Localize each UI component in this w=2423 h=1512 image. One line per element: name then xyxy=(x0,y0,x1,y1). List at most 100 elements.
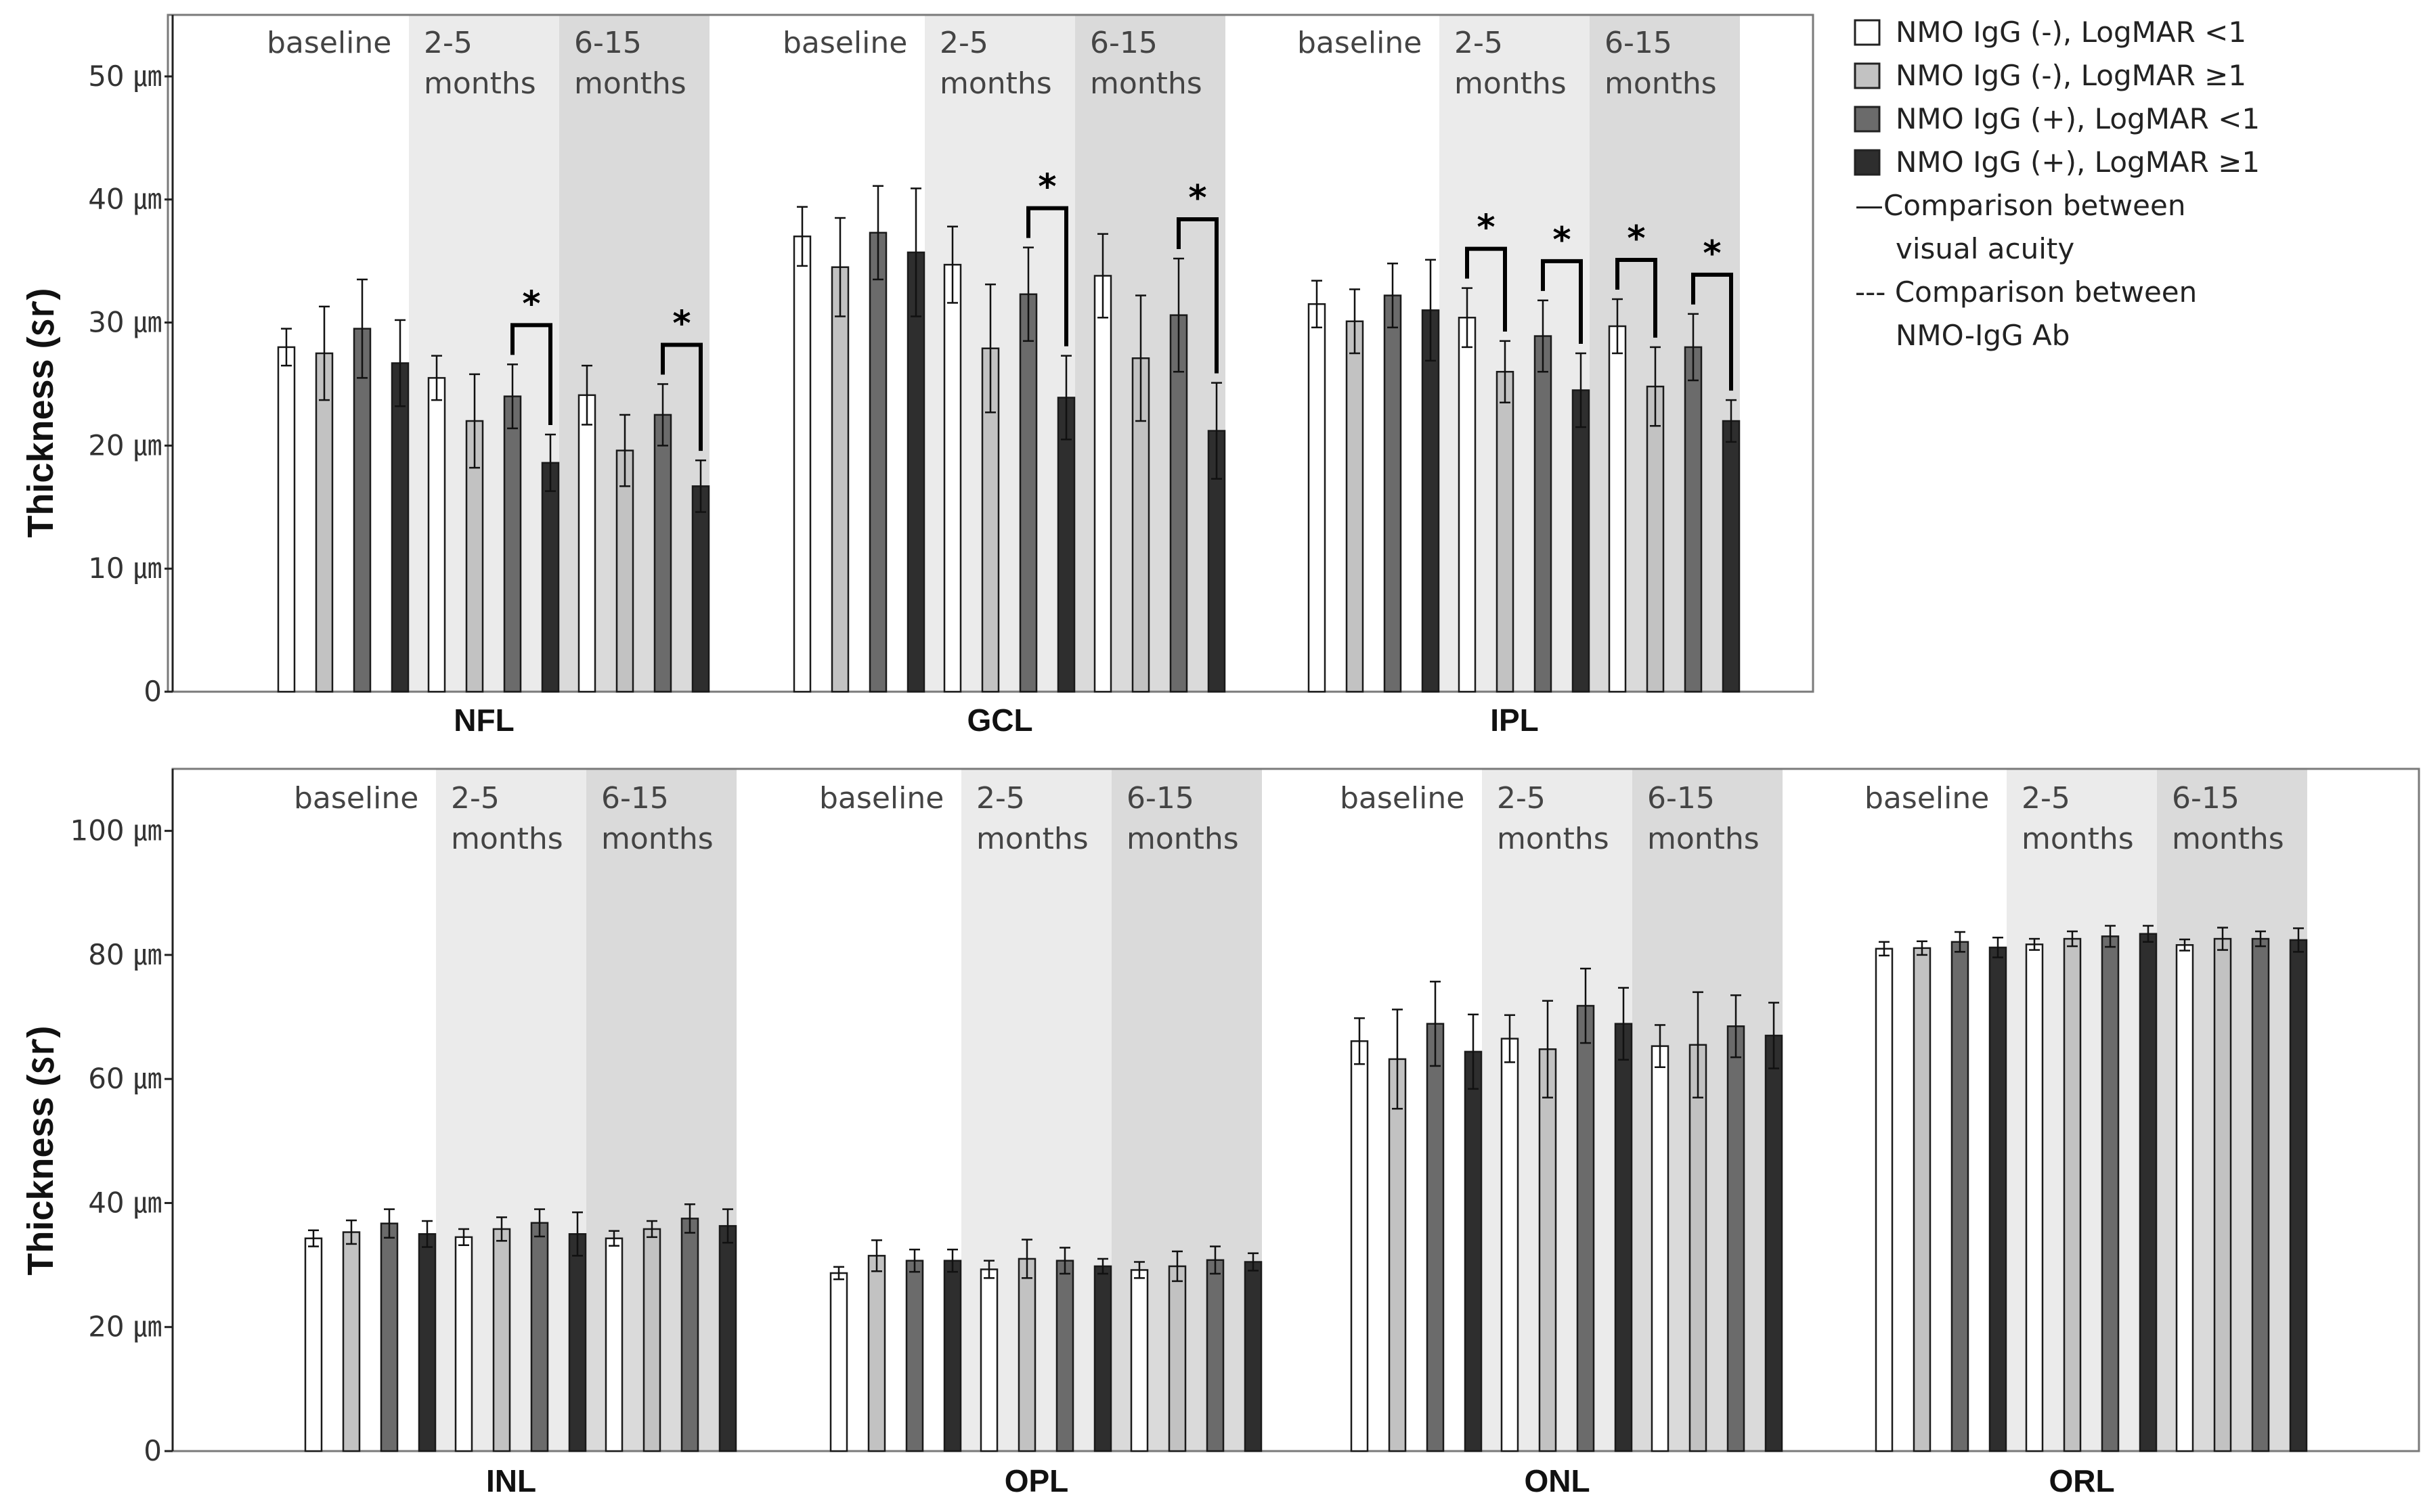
period-label: months xyxy=(2172,822,2284,856)
bar-opl-series-3 xyxy=(905,1260,924,1452)
bar-nfl-series-1 xyxy=(577,394,596,693)
bar-onl-series-2 xyxy=(1688,1044,1707,1452)
period-label: 2-5 xyxy=(940,26,988,60)
legend-solid-line-label-cont: visual acuity xyxy=(1896,232,2074,265)
bar-nfl-series-3 xyxy=(353,328,372,693)
y-tick-label: 30 ㎛ xyxy=(88,306,162,339)
group-label-nfl: NFL xyxy=(454,703,514,738)
bar-inl-series-1 xyxy=(304,1237,323,1452)
y-tick-label: 40 ㎛ xyxy=(88,1186,162,1219)
period-label: 6-15 xyxy=(1127,781,1194,816)
y-tick-label: 60 ㎛ xyxy=(88,1062,162,1095)
period-label: months xyxy=(976,822,1089,856)
significance-bracket xyxy=(1541,259,1583,344)
period-label: months xyxy=(1605,66,1717,101)
bar-opl-series-3 xyxy=(1206,1259,1225,1452)
bar-gcl-series-3 xyxy=(1019,293,1038,693)
bar-ipl-series-4 xyxy=(1421,309,1440,693)
bar-opl-series-2 xyxy=(1168,1265,1187,1452)
bar-nfl-series-3 xyxy=(503,395,522,693)
bar-opl-series-2 xyxy=(1018,1258,1036,1452)
legend-label-series-3: NMO IgG (+), LogMAR <1 xyxy=(1896,102,2260,135)
bar-opl-series-3 xyxy=(1055,1260,1074,1452)
period-label: 6-15 xyxy=(1090,26,1158,60)
legend-swatch-series-2 xyxy=(1854,62,1881,89)
top-panel-y-axis-title: Thickness (㏛) xyxy=(20,288,61,537)
bar-nfl-series-3 xyxy=(653,414,672,693)
bar-opl-series-4 xyxy=(943,1260,962,1452)
bar-inl-series-2 xyxy=(342,1231,361,1452)
significance-bracket xyxy=(1691,272,1733,391)
bar-opl-series-1 xyxy=(829,1272,848,1452)
bar-ipl-series-4 xyxy=(1571,389,1590,693)
significance-bracket xyxy=(510,323,552,425)
bar-inl-series-3 xyxy=(380,1222,399,1452)
group-label-opl: OPL xyxy=(1005,1463,1069,1498)
bar-gcl-series-3 xyxy=(869,231,888,693)
bar-gcl-series-3 xyxy=(1169,314,1188,693)
bar-orl-series-3 xyxy=(1950,941,1969,1452)
bar-opl-series-1 xyxy=(980,1268,999,1452)
period-label: months xyxy=(451,822,563,856)
period-label: baseline xyxy=(783,26,907,60)
period-label: 2-5 xyxy=(976,781,1025,816)
significance-star: * xyxy=(1188,178,1206,219)
period-label: months xyxy=(940,66,1052,101)
bar-onl-series-3 xyxy=(1726,1025,1745,1452)
significance-star: * xyxy=(522,284,540,324)
period-label: months xyxy=(1090,66,1202,101)
legend-swatch-series-1 xyxy=(1854,19,1881,46)
bar-onl-series-4 xyxy=(1464,1050,1483,1452)
bar-onl-series-3 xyxy=(1426,1023,1445,1452)
y-tick-label: 0 xyxy=(144,1434,162,1467)
bar-nfl-series-2 xyxy=(615,449,634,693)
bar-ipl-series-2 xyxy=(1496,371,1514,693)
significance-star: * xyxy=(1703,234,1721,274)
period-label: months xyxy=(1497,822,1609,856)
bar-onl-series-3 xyxy=(1576,1004,1595,1452)
bar-opl-series-4 xyxy=(1244,1261,1263,1452)
period-label: baseline xyxy=(267,26,391,60)
bar-onl-series-1 xyxy=(1500,1038,1519,1452)
bar-orl-series-4 xyxy=(1988,946,2007,1452)
bar-ipl-series-4 xyxy=(1722,420,1741,693)
period-label: months xyxy=(424,66,536,101)
significance-star: * xyxy=(1038,167,1056,208)
legend-swatch-series-3 xyxy=(1854,106,1881,133)
bar-gcl-series-1 xyxy=(793,236,812,693)
bar-gcl-series-4 xyxy=(907,251,925,693)
bar-inl-series-4 xyxy=(418,1233,437,1452)
bar-orl-series-4 xyxy=(2139,933,2158,1452)
period-label: months xyxy=(2022,822,2134,856)
period-label: baseline xyxy=(1297,26,1422,60)
top-panel: 0 10 ㎛ 20 ㎛ 30 ㎛ 40 ㎛ 50 ㎛ baseline 2-5 months 6-… xyxy=(88,14,1814,738)
y-tick-label: 0 xyxy=(144,675,162,708)
bar-nfl-series-4 xyxy=(391,362,410,693)
legend: NMO IgG (-), LogMAR <1 NMO IgG (-), LogM… xyxy=(1854,16,2260,352)
legend-label-series-4: NMO IgG (+), LogMAR ≥1 xyxy=(1896,146,2260,179)
bar-gcl-series-1 xyxy=(943,263,962,693)
bar-orl-series-2 xyxy=(2213,937,2232,1452)
period-label: months xyxy=(574,66,686,101)
bar-nfl-series-4 xyxy=(541,462,560,693)
bar-orl-series-3 xyxy=(2101,935,2120,1452)
bar-ipl-series-2 xyxy=(1345,320,1364,693)
period-label: 2-5 xyxy=(1454,26,1503,60)
period-label: 6-15 xyxy=(2172,781,2240,816)
bar-inl-series-2 xyxy=(642,1228,661,1452)
bar-ipl-series-3 xyxy=(1533,335,1552,693)
significance-star: * xyxy=(672,303,691,344)
significance-star: * xyxy=(1552,220,1571,261)
period-label: 2-5 xyxy=(451,781,500,816)
group-label-orl: ORL xyxy=(2049,1463,2114,1498)
bar-gcl-series-1 xyxy=(1093,275,1112,693)
legend-solid-line-label: —Comparison between xyxy=(1855,189,2185,222)
period-label: baseline xyxy=(294,781,418,816)
bar-onl-series-1 xyxy=(1350,1040,1369,1452)
period-label: baseline xyxy=(1864,781,1989,816)
significance-star: * xyxy=(1627,219,1645,259)
bar-inl-series-4 xyxy=(718,1225,737,1452)
bar-opl-series-1 xyxy=(1130,1269,1149,1452)
period-label: months xyxy=(1127,822,1239,856)
bar-nfl-series-2 xyxy=(315,352,334,693)
